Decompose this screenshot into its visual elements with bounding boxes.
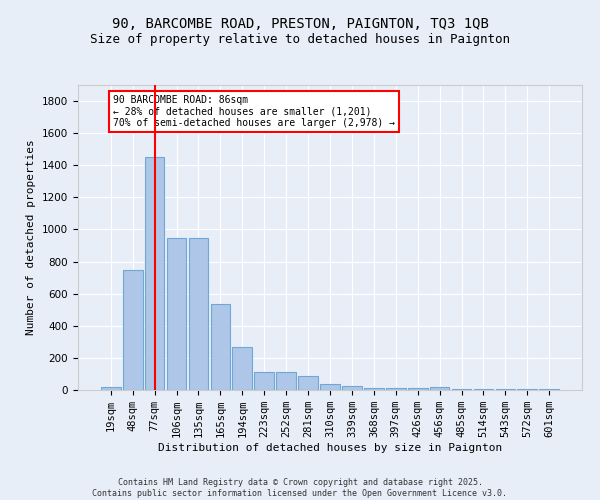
Bar xyxy=(254,372,274,390)
Bar xyxy=(188,238,208,390)
Bar xyxy=(123,270,143,390)
Text: 90, BARCOMBE ROAD, PRESTON, PAIGNTON, TQ3 1QB: 90, BARCOMBE ROAD, PRESTON, PAIGNTON, TQ… xyxy=(112,18,488,32)
Bar xyxy=(386,388,406,390)
Bar xyxy=(232,346,252,390)
Bar xyxy=(473,389,493,390)
Bar xyxy=(298,376,318,390)
Text: Size of property relative to detached houses in Paignton: Size of property relative to detached ho… xyxy=(90,32,510,46)
Bar xyxy=(496,389,515,390)
Bar xyxy=(364,388,384,390)
Y-axis label: Number of detached properties: Number of detached properties xyxy=(26,140,37,336)
Bar xyxy=(517,389,537,390)
Bar xyxy=(342,386,362,390)
X-axis label: Distribution of detached houses by size in Paignton: Distribution of detached houses by size … xyxy=(158,443,502,453)
Bar xyxy=(211,304,230,390)
Text: Contains HM Land Registry data © Crown copyright and database right 2025.
Contai: Contains HM Land Registry data © Crown c… xyxy=(92,478,508,498)
Bar xyxy=(452,389,472,390)
Bar xyxy=(320,384,340,390)
Bar xyxy=(430,387,449,390)
Bar xyxy=(101,387,121,390)
Bar xyxy=(167,238,187,390)
Bar xyxy=(145,157,164,390)
Bar xyxy=(408,388,428,390)
Bar xyxy=(539,389,559,390)
Text: 90 BARCOMBE ROAD: 86sqm
← 28% of detached houses are smaller (1,201)
70% of semi: 90 BARCOMBE ROAD: 86sqm ← 28% of detache… xyxy=(113,94,395,128)
Bar xyxy=(276,372,296,390)
